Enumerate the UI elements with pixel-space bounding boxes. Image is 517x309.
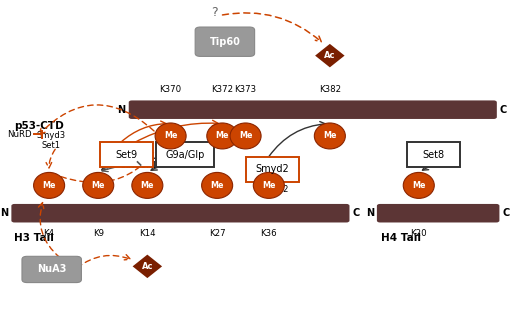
- Text: NuA3: NuA3: [37, 265, 66, 274]
- FancyBboxPatch shape: [156, 142, 214, 167]
- Text: H4 Tail: H4 Tail: [381, 233, 421, 243]
- Text: K9: K9: [93, 229, 104, 238]
- Text: Me: Me: [164, 131, 177, 141]
- FancyBboxPatch shape: [377, 204, 499, 222]
- Ellipse shape: [253, 172, 284, 198]
- Text: K14: K14: [139, 229, 156, 238]
- Ellipse shape: [132, 172, 163, 198]
- Text: Setd2: Setd2: [264, 184, 289, 194]
- Text: K370: K370: [160, 85, 181, 94]
- Text: Set8: Set8: [422, 150, 444, 159]
- Text: Me: Me: [262, 181, 276, 190]
- Text: C: C: [500, 105, 507, 115]
- Text: NuRD: NuRD: [7, 130, 32, 139]
- Text: K4: K4: [43, 229, 55, 238]
- FancyBboxPatch shape: [100, 142, 153, 167]
- Text: Me: Me: [412, 181, 425, 190]
- Polygon shape: [132, 255, 162, 278]
- Text: Me: Me: [216, 131, 229, 141]
- Text: K382: K382: [319, 85, 341, 94]
- Ellipse shape: [34, 172, 65, 198]
- Text: Ac: Ac: [142, 262, 153, 271]
- Text: H3 Tail: H3 Tail: [14, 233, 54, 243]
- FancyBboxPatch shape: [129, 100, 497, 119]
- FancyBboxPatch shape: [407, 142, 460, 167]
- Text: Suv39h1: Suv39h1: [120, 161, 157, 170]
- Text: K36: K36: [261, 229, 277, 238]
- Ellipse shape: [207, 123, 238, 149]
- Text: K373: K373: [235, 85, 256, 94]
- Text: Ac: Ac: [324, 51, 336, 60]
- Text: C: C: [503, 208, 510, 218]
- FancyBboxPatch shape: [195, 27, 254, 56]
- Ellipse shape: [230, 123, 261, 149]
- Text: N: N: [0, 208, 8, 218]
- Polygon shape: [315, 44, 344, 67]
- Text: K27: K27: [209, 229, 225, 238]
- Text: K372: K372: [211, 85, 233, 94]
- Text: Tip60: Tip60: [209, 37, 240, 47]
- Text: Set9: Set9: [116, 150, 138, 159]
- Ellipse shape: [83, 172, 114, 198]
- Ellipse shape: [155, 123, 186, 149]
- Text: Me: Me: [239, 131, 252, 141]
- Text: G9a/Glp: G9a/Glp: [165, 150, 205, 159]
- FancyBboxPatch shape: [22, 256, 82, 282]
- Text: p53-CTD: p53-CTD: [14, 121, 64, 131]
- Text: N: N: [366, 208, 374, 218]
- FancyBboxPatch shape: [246, 157, 299, 182]
- Text: Smyd2: Smyd2: [255, 164, 290, 174]
- Text: N: N: [117, 105, 126, 115]
- Text: Me: Me: [42, 181, 56, 190]
- Text: Me: Me: [323, 131, 337, 141]
- Text: Me: Me: [210, 181, 224, 190]
- Ellipse shape: [314, 123, 345, 149]
- FancyBboxPatch shape: [11, 204, 349, 222]
- Text: Me: Me: [92, 181, 105, 190]
- Text: Smyd3
Set1: Smyd3 Set1: [36, 131, 65, 150]
- Text: Me: Me: [141, 181, 154, 190]
- Ellipse shape: [403, 172, 434, 198]
- Text: K20: K20: [410, 229, 427, 238]
- Text: ?: ?: [211, 6, 218, 19]
- Ellipse shape: [202, 172, 233, 198]
- Text: C: C: [353, 208, 360, 218]
